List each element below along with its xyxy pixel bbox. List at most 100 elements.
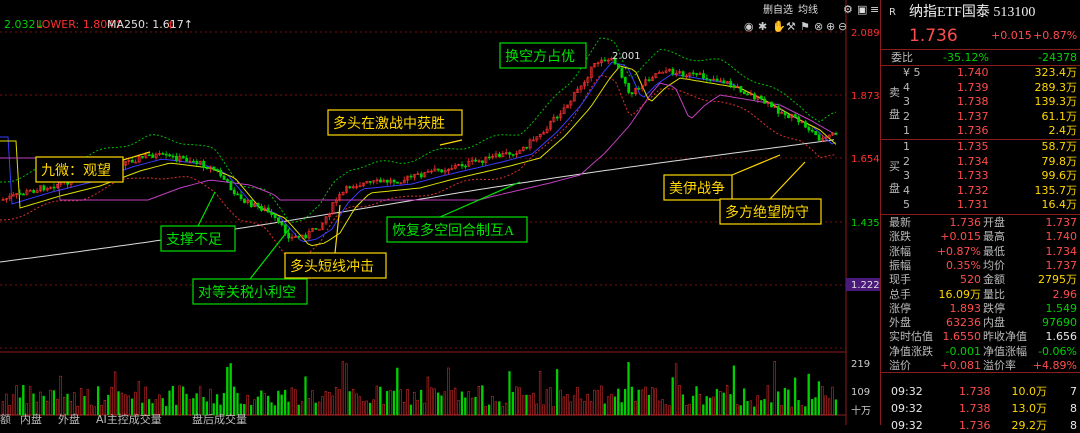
volume-bar bbox=[776, 391, 780, 416]
svg-text:支撑不足: 支撑不足 bbox=[166, 232, 222, 248]
candle-body bbox=[688, 72, 692, 77]
candle-body bbox=[783, 111, 787, 116]
buy-order-row[interactable]: 2 1.734 79.8万 bbox=[881, 155, 1080, 169]
candle-body bbox=[814, 131, 818, 136]
window-icon[interactable]: ▣ bbox=[857, 3, 867, 16]
zoom-out-icon[interactable]: ⊖ bbox=[838, 20, 847, 33]
annotation-bull-wins: 多头在激战中获胜 bbox=[327, 109, 463, 136]
volume-bar bbox=[396, 367, 399, 416]
candle-body bbox=[290, 236, 294, 239]
volume-bar bbox=[66, 393, 69, 416]
volume-bar bbox=[521, 395, 525, 416]
delete-favorite-button[interactable]: 删自选 bbox=[763, 3, 793, 16]
tools-icon[interactable]: ⚒ bbox=[786, 20, 796, 33]
volume-bar bbox=[552, 406, 555, 416]
volume-bar bbox=[589, 401, 593, 416]
tab-after-hours[interactable]: 盘后成交量 bbox=[192, 412, 247, 425]
candle-body bbox=[610, 58, 614, 61]
tab-outer[interactable]: 外盘 bbox=[58, 412, 80, 425]
buy-order-row[interactable]: 3 1.733 99.6万 bbox=[881, 169, 1080, 183]
candle-body bbox=[447, 169, 450, 171]
sell-order-row[interactable]: 3 1.738 139.3万 bbox=[881, 95, 1080, 109]
volume-bar bbox=[345, 363, 348, 416]
volume-bar bbox=[732, 365, 736, 416]
volume-bar bbox=[457, 400, 460, 416]
candle-body bbox=[562, 107, 566, 115]
volume-bar bbox=[617, 388, 620, 416]
sell-order-row[interactable]: 2 1.737 61.1万 bbox=[881, 110, 1080, 124]
zoom-in-icon[interactable]: ⊕ bbox=[826, 20, 835, 33]
volume-bar bbox=[620, 402, 623, 416]
volume-bar bbox=[239, 403, 243, 416]
volume-bar bbox=[447, 367, 450, 416]
buy-order-row[interactable]: 1 1.735 58.7万 bbox=[881, 140, 1080, 154]
candle-body bbox=[283, 224, 287, 234]
sell-order-row[interactable]: 4 1.739 289.3万 bbox=[881, 81, 1080, 95]
lower-band-line bbox=[0, 74, 837, 262]
volume-bar bbox=[409, 404, 413, 416]
tab-amount[interactable]: 额 bbox=[0, 413, 11, 425]
volume-bar bbox=[481, 385, 484, 416]
hand-icon[interactable]: ✋ bbox=[772, 20, 786, 33]
volume-bar bbox=[324, 391, 328, 416]
volume-bar bbox=[164, 406, 168, 416]
volume-bar bbox=[787, 389, 790, 416]
volume-bar bbox=[134, 391, 137, 416]
volume-bar bbox=[372, 399, 375, 416]
stat-value: +4.89% bbox=[1032, 359, 1077, 372]
volume-bar bbox=[657, 400, 661, 416]
volume-bar bbox=[392, 390, 396, 416]
tab-inner[interactable]: 内盘 bbox=[20, 412, 42, 425]
candle-body bbox=[202, 160, 206, 168]
volume-bar bbox=[433, 388, 436, 416]
volume-bar bbox=[532, 392, 535, 416]
candle-body bbox=[583, 82, 586, 87]
volume-bar bbox=[379, 386, 382, 416]
volume-bar bbox=[236, 392, 239, 416]
sell-order-row[interactable]: ¥ 5 1.740 323.4万 bbox=[881, 66, 1080, 80]
volume-bar bbox=[702, 404, 705, 416]
stat-label: 昨收净值 bbox=[983, 330, 1027, 344]
candle-body bbox=[35, 190, 39, 193]
candle-body bbox=[542, 132, 546, 135]
order-price: 1.737 bbox=[957, 109, 989, 123]
candle-body bbox=[130, 159, 134, 163]
menu-icon[interactable]: ≡ bbox=[870, 3, 879, 16]
volume-bar bbox=[606, 396, 610, 416]
stat-row: 涨停 1.893 跌停 1.549 bbox=[881, 302, 1080, 316]
candle-body bbox=[776, 106, 780, 114]
annotation-bear-dominant: 换空方占优 bbox=[499, 42, 587, 69]
volume-bar bbox=[328, 392, 331, 416]
settings-icon[interactable]: ⚙ bbox=[843, 3, 853, 16]
tab-ai-volume[interactable]: AI主控成交量 bbox=[96, 412, 162, 425]
volume-bar bbox=[113, 371, 117, 416]
candle-body bbox=[195, 160, 199, 165]
price-change: +0.015 bbox=[991, 29, 1032, 42]
volume-bar bbox=[49, 389, 52, 416]
volume-bar bbox=[423, 402, 426, 416]
candle-body bbox=[334, 199, 338, 203]
candle-body bbox=[345, 186, 348, 193]
gear-icon[interactable]: ✱ bbox=[758, 20, 767, 33]
sell-label: 盘 bbox=[889, 108, 900, 121]
buy-order-row[interactable]: 4 1.732 135.7万 bbox=[881, 184, 1080, 198]
ma-yellow-line bbox=[0, 65, 837, 247]
volume-bar bbox=[559, 389, 562, 416]
volume-bar bbox=[623, 388, 627, 416]
candle-body bbox=[634, 88, 637, 95]
volume-bar bbox=[793, 377, 797, 416]
volume-bar bbox=[270, 402, 273, 416]
sell-order-row[interactable]: 1 1.736 2.4万 bbox=[881, 124, 1080, 138]
stat-value: 16.09万 bbox=[938, 287, 982, 301]
buy-order-row[interactable]: 5 1.731 16.4万 bbox=[881, 198, 1080, 212]
volume-bar bbox=[266, 395, 270, 416]
kline-chart[interactable]: 2.032↓ LOWER: 1.804↑ MA250: 1.617↑ ‡ 删自选… bbox=[0, 0, 880, 425]
ma-button[interactable]: 均线 bbox=[798, 3, 818, 16]
order-diff: -24378 bbox=[1038, 51, 1077, 64]
current-price-marker bbox=[846, 278, 880, 291]
mark-icon[interactable]: ⚑ bbox=[800, 20, 810, 33]
candle-body bbox=[32, 190, 36, 193]
candle-body bbox=[5, 198, 8, 200]
eye-icon[interactable]: ◉ bbox=[744, 20, 754, 33]
close-icon[interactable]: ⊗ bbox=[814, 20, 823, 33]
